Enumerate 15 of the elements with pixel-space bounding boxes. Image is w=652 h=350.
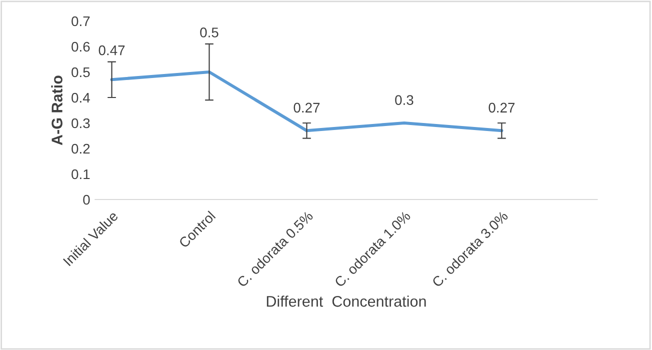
y-tick-label: 0.3 <box>72 118 90 128</box>
y-tick-label: 0.7 <box>72 16 90 26</box>
data-label: 0.27 <box>294 102 320 113</box>
y-tick-label: 0.2 <box>72 144 90 154</box>
y-tick-label: 0.1 <box>72 169 90 180</box>
data-label: 0.27 <box>488 102 515 113</box>
x-axis-title: Different Concentration <box>266 296 426 307</box>
y-axis-title: A-G Ratio <box>51 76 62 146</box>
data-label: 0.47 <box>98 45 125 56</box>
y-tick-label: 0.4 <box>72 92 90 103</box>
y-tick-label: 0.6 <box>72 42 90 52</box>
y-tick-label: 0.5 <box>72 67 90 78</box>
y-tick-label: 0 <box>83 194 90 205</box>
data-label: 0.5 <box>200 28 218 38</box>
data-label: 0.3 <box>395 95 414 105</box>
